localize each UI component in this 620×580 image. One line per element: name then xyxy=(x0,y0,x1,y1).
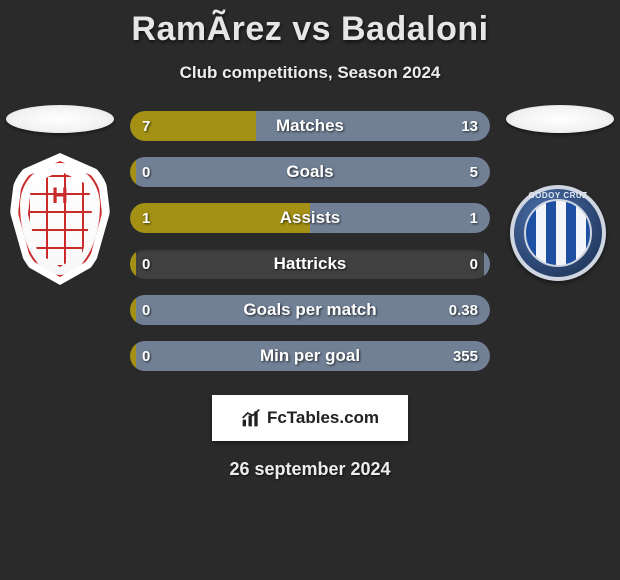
stat-rows: 713Matches 05Goals 11Assists 0 0Hattricks 00.… xyxy=(130,111,490,371)
stat-bar-right xyxy=(136,341,490,371)
stat-value-right: 0 xyxy=(470,249,478,279)
date-text: 26 september 2024 xyxy=(0,459,620,480)
stat-value-left: 0 xyxy=(142,249,150,279)
stat-bar-right xyxy=(484,249,490,279)
subtitle: Club competitions, Season 2024 xyxy=(0,63,620,83)
page-title: RamÃrez vs Badaloni xyxy=(0,0,620,49)
left-player-photo-placeholder xyxy=(6,105,114,133)
stat-row: 0 0Hattricks xyxy=(130,249,490,279)
left-team-badge: H xyxy=(10,153,110,285)
brand-box: FcTables.com xyxy=(212,395,408,441)
stat-row: 713Matches xyxy=(130,111,490,141)
right-team-badge: GODOY CRUZ xyxy=(510,153,610,285)
brand-chart-icon xyxy=(241,408,261,428)
right-player-photo-placeholder xyxy=(506,105,614,133)
comparison-content: H GODOY CRUZ 713Matches 05Goals 11Assists 0… xyxy=(0,111,620,371)
right-player-column: GODOY CRUZ xyxy=(500,105,620,285)
stat-row: 11Assists xyxy=(130,203,490,233)
stat-bar-left xyxy=(130,203,310,233)
stat-bar-right xyxy=(310,203,490,233)
stat-bar-left xyxy=(130,249,136,279)
stat-label: Hattricks xyxy=(130,249,490,279)
brand-text: FcTables.com xyxy=(267,408,379,428)
stat-row: 05Goals xyxy=(130,157,490,187)
stat-bar-right xyxy=(136,157,490,187)
stat-row: 00.38Goals per match xyxy=(130,295,490,325)
left-team-letter: H xyxy=(10,183,110,209)
stat-row: 0355Min per goal xyxy=(130,341,490,371)
left-player-column: H xyxy=(0,105,120,285)
stat-bar-right xyxy=(136,295,490,325)
stat-bar-right xyxy=(256,111,490,141)
stat-bar-left xyxy=(130,111,256,141)
